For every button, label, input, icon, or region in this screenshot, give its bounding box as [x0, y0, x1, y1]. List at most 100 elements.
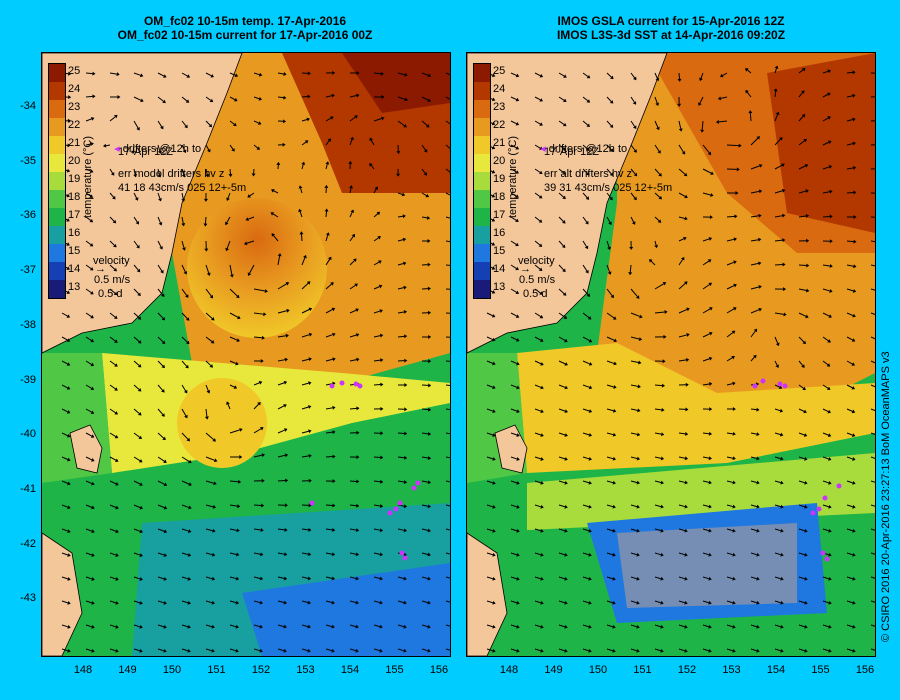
velocity-arrow-head [138, 458, 143, 463]
velocity-arrow-head [756, 136, 760, 140]
velocity-arrow-head [684, 648, 688, 653]
velocity-arrow-shaft [325, 258, 331, 266]
velocity-arrow-shaft [718, 120, 728, 123]
velocity-arrow-shaft [157, 144, 161, 152]
velocity-arrow-head [157, 174, 162, 178]
velocity-arrow-head [163, 624, 167, 629]
velocity-arrow-head [540, 480, 544, 485]
velocity-arrow-head [636, 576, 640, 581]
velocity-arrow-head [758, 237, 762, 242]
velocity-arrow-shaft [397, 311, 405, 314]
velocity-arrow-head [161, 388, 165, 393]
velocity-arrow-shaft [349, 95, 357, 98]
right-map-panel[interactable] [466, 52, 876, 657]
colorbar-tick: 19 [68, 173, 81, 185]
velocity-arrow-head [103, 143, 107, 148]
velocity-arrow-shaft [798, 140, 805, 146]
velocity-arrow-head [67, 481, 71, 486]
velocity-arrow-head [586, 293, 591, 297]
velocity-arrow-shaft [253, 528, 261, 531]
velocity-arrow-head [67, 71, 72, 76]
longitude-tick: 152 [251, 664, 271, 676]
velocity-arrow-shaft [678, 120, 682, 129]
velocity-arrow-shaft [229, 336, 238, 341]
velocity-arrow-head [404, 97, 408, 102]
velocity-arrow-head [707, 151, 712, 156]
velocity-arrow-shaft [822, 528, 829, 532]
velocity-arrow-shaft [534, 600, 541, 604]
velocity-arrow-head [684, 480, 688, 485]
velocity-arrow-head [261, 503, 265, 508]
longitude-tick: 155 [385, 664, 404, 676]
velocity-arrow-shaft [846, 552, 853, 556]
velocity-arrow-shaft [534, 144, 541, 149]
velocity-arrow-head [733, 237, 737, 242]
longitude-tick: 156 [855, 664, 875, 676]
velocity-arrow-shaft [798, 408, 805, 412]
velocity-arrow-head [404, 358, 408, 363]
velocity-arrow-shaft [277, 600, 285, 604]
left-map-panel[interactable] [41, 52, 451, 657]
velocity-arrow-shaft [85, 528, 93, 532]
velocity-arrow-shaft [85, 576, 93, 580]
velocity-arrow-shaft [226, 240, 231, 249]
velocity-arrow-shaft [109, 408, 116, 414]
velocity-arrow-shaft [582, 600, 589, 604]
velocity-arrow-head [283, 404, 287, 408]
velocity-arrow-head [684, 624, 688, 629]
velocity-arrow-shaft [421, 480, 429, 483]
velocity-arrow-shaft [227, 403, 231, 410]
velocity-arrow-shaft [534, 360, 542, 365]
velocity-arrow-head [353, 258, 357, 263]
velocity-arrow-shaft [702, 456, 710, 459]
velocity-arrow-shaft [534, 624, 541, 628]
velocity-arrow-head [779, 408, 784, 413]
velocity-arrow-shaft [630, 528, 638, 532]
velocity-arrow-head [540, 385, 544, 390]
velocity-arrow-head [515, 290, 520, 295]
velocity-arrow-shaft [582, 528, 590, 532]
velocity-arrow-shaft [277, 382, 285, 386]
velocity-arrow-shaft [534, 168, 541, 173]
velocity-arrow-head [91, 648, 95, 653]
velocity-arrow-shaft [558, 456, 566, 460]
velocity-arrow-shaft [702, 552, 710, 556]
tasmania [42, 532, 83, 656]
colorbar-tick: 16 [68, 227, 81, 239]
velocity-arrow-shaft [109, 504, 117, 508]
velocity-arrow-shaft [510, 144, 517, 149]
velocity-arrow-shaft [654, 384, 663, 387]
velocity-arrow-shaft [61, 552, 69, 556]
credit-text: © CSIRO 2016 20-Apr-2016 23:27:13 BoM Oc… [880, 351, 892, 642]
velocity-arrow-shaft [822, 504, 829, 508]
velocity-arrow-head [237, 479, 242, 484]
velocity-arrow-head [162, 99, 166, 104]
velocity-arrow-shaft [846, 456, 853, 460]
velocity-arrow-head [852, 600, 856, 605]
velocity-arrow-shaft [253, 288, 266, 292]
velocity-arrow-head [113, 243, 117, 248]
velocity-arrow-shaft [133, 624, 141, 628]
velocity-arrow-head [588, 385, 593, 390]
velocity-arrow-head [677, 103, 682, 107]
velocity-arrow-shaft [85, 480, 93, 485]
velocity-arrow-shaft [750, 456, 757, 459]
velocity-arrow-shaft [798, 115, 804, 122]
velocity-arrow-shaft [205, 408, 208, 417]
velocity-arrow-shaft [421, 600, 429, 604]
velocity-arrow-head [780, 576, 784, 581]
velocity-arrow-head [235, 648, 239, 653]
velocity-arrow-shaft [157, 600, 165, 604]
velocity-arrow-shaft [370, 139, 375, 146]
velocity-arrow-head [586, 74, 591, 79]
velocity-arrow-head [804, 164, 809, 168]
velocity-arrow-shaft [349, 504, 357, 507]
velocity-arrow-shaft [534, 264, 541, 270]
velocity-arrow-shaft [822, 264, 830, 267]
velocity-arrow-head [209, 364, 214, 368]
velocity-arrow-shaft [822, 408, 829, 412]
velocity-arrow-head [564, 480, 568, 485]
velocity-arrow-head [331, 648, 335, 653]
velocity-arrow-shaft [229, 576, 237, 580]
velocity-arrow-head [655, 77, 660, 82]
